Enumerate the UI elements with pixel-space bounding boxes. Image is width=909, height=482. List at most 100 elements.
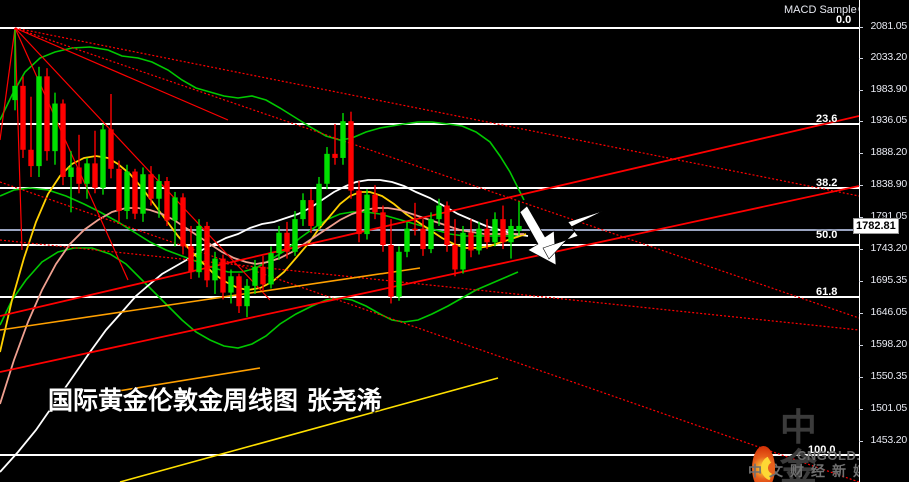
annotation-arrows [519,205,604,266]
candle-body [332,153,338,158]
axis-tick-mark [859,409,863,410]
ma-salmon [0,207,524,405]
candle-body [460,232,466,270]
candle-body [316,183,322,226]
watermark-tagline: 中文财经新媒体 [748,464,859,480]
axis-tick-mark [859,441,863,442]
candle-body [484,228,490,243]
candle-body [308,200,314,226]
candle-body [348,121,354,191]
candle-body [92,163,98,188]
candle-body [204,225,210,281]
candle-body [148,174,154,199]
candlestick-series [12,30,522,318]
candle-body [84,163,90,184]
macd-sample-label[interactable]: MACD Sample [784,3,870,18]
candle-body [284,232,290,252]
candle-body [324,153,330,184]
candle-body [412,228,418,231]
current-price-tag: 1782.81 [853,218,899,234]
candle-body [132,171,138,214]
watermark-brand-row: 中金网 [752,408,839,482]
candle-body [60,103,66,177]
candle-body [300,200,306,220]
axis-tick-mark [859,377,863,378]
yellow-support-trendline [119,377,499,482]
axis-tick-label: 1888.20 [870,146,907,158]
candle-body [340,121,346,158]
candle-body [180,197,186,247]
axis-tick-mark [859,281,863,282]
channel-lower [0,185,859,373]
candle-body [44,76,50,152]
fan-line-5 [14,27,229,121]
candle-body [36,76,42,167]
candle-body [164,181,170,221]
candle-body [20,85,26,150]
fan-line-6 [14,27,859,319]
axis-tick-label: 1838.90 [870,178,907,190]
fib-label-0: 0.0 [836,14,852,26]
axis-tick-label: 1695.35 [870,274,907,286]
chart-canvas [0,27,859,482]
orange-trendline [0,267,421,331]
candle-body [420,228,426,250]
candle-body [364,194,370,235]
axis-tick-mark [859,345,863,346]
candle-body [244,285,250,307]
fan-line-4 [14,27,271,301]
macd-sample-text: MACD Sample [784,4,857,16]
candle-body [468,232,474,251]
axis-tick-mark [859,217,863,218]
ascending-channel [0,115,859,373]
bollinger-upper [0,46,525,201]
fib-label-236: 23.6 [816,113,838,125]
candle-body [452,244,458,270]
fib-label-100: 100.0 [808,444,836,456]
ma-yellow [0,155,527,353]
axis-tick-label: 1453.20 [870,434,907,446]
cngold-spiral-logo-icon [752,446,775,482]
candle-body [380,212,386,245]
fan-line-1 [0,27,16,141]
chart-title-annotation: 国际黄金伦敦金周线图 张尧浠 [48,386,382,415]
fan-lines [0,27,859,319]
candle-body [140,174,146,214]
candle-body [508,225,514,243]
axis-tick-mark [859,249,863,250]
axis-tick-mark [859,121,863,122]
candle-body [436,205,442,220]
candle-body [404,228,410,252]
axis-tick-mark [859,90,863,91]
bollinger-lower [0,247,519,349]
axis-tick-label: 1936.05 [870,114,907,126]
chart-plot-area[interactable]: 23.6 38.2 50.0 61.8 100.0 国际黄金伦敦金周线图 张尧浠… [0,0,859,482]
axis-tick-label: 1550.35 [870,370,907,382]
axis-tick-label: 1646.05 [870,306,907,318]
fib-label-618: 61.8 [816,286,838,298]
axis-tick-label: 1743.20 [870,242,907,254]
price-axis[interactable]: 2081.05 2033.20 1983.90 1936.05 1888.20 1838.… [853,0,909,482]
fan-line-2 [14,27,23,251]
axis-tick-label: 1598.20 [870,338,907,350]
candle-body [388,244,394,297]
axis-tick-mark [859,58,863,59]
candle-body [268,253,274,285]
candle-body [428,219,434,250]
candle-body [492,219,498,243]
candle-body [212,258,218,281]
candle-body [116,168,122,211]
candle-body [228,276,234,293]
candle-body [220,258,226,293]
up-arrow [542,210,604,260]
candle-body [12,85,18,101]
watermark-brand-cn: 中金网 [779,406,818,482]
candle-body [444,205,450,245]
candle-body [372,194,378,213]
fib-label-382: 38.2 [816,177,838,189]
axis-tick-label: 2033.20 [870,51,907,63]
candle-body [292,219,298,252]
candle-body [356,190,362,235]
candle-body [236,276,242,307]
